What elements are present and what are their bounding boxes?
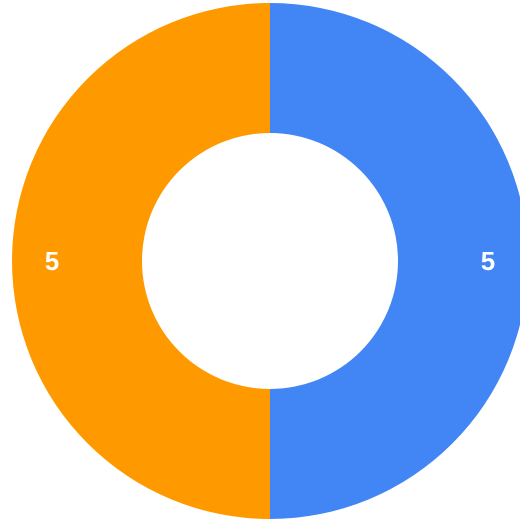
donut-slice-1 bbox=[270, 3, 520, 519]
donut-slice-2 bbox=[12, 3, 270, 519]
slice-label-2: 5 bbox=[45, 246, 59, 276]
slice-label-1: 5 bbox=[481, 246, 495, 276]
